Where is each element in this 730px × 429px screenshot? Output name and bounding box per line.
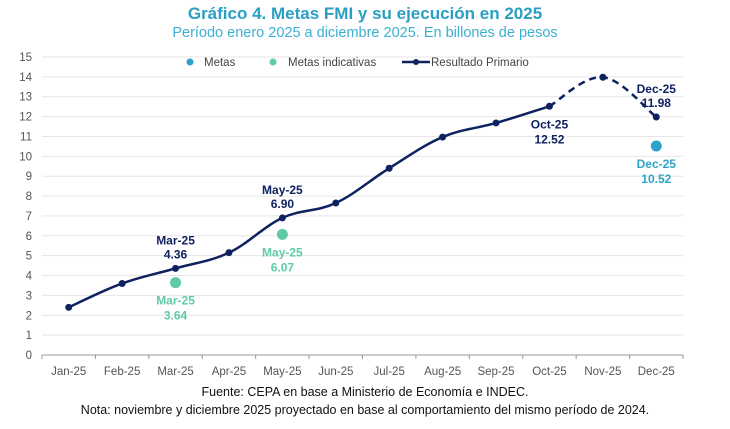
y-tick-label: 7 [26,211,32,223]
metas-indicativas-point [276,228,288,240]
resultado-primario-point [278,214,286,222]
y-tick-label: 12 [19,112,32,124]
chart-subtitle: Período enero 2025 a diciembre 2025. En … [172,25,558,41]
data-label-value: 6.90 [271,197,295,211]
y-tick-label: 14 [19,72,32,84]
data-label-month: Dec-25 [637,157,677,171]
y-tick-label: 10 [19,151,32,163]
legend-metas-indicativas-marker [269,58,277,66]
resultado-primario-point [545,102,553,110]
metas-point [650,140,662,152]
resultado-primario-point [652,113,660,121]
source-note: Fuente: CEPA en base a Ministerio de Eco… [201,385,529,399]
resultado-primario-point [118,279,126,287]
y-tick-label: 5 [26,251,32,263]
x-tick-label: May-25 [263,366,301,378]
x-tick-label: Sep-25 [477,366,514,378]
y-tick-label: 2 [26,310,32,322]
legend-resultado-primario-marker [413,59,419,65]
data-label-month: Mar-25 [156,294,195,308]
x-tick-label: Aug-25 [424,366,461,378]
data-label-value: 4.36 [164,247,188,261]
y-tick-label: 9 [26,171,32,183]
y-tick-label: 15 [19,52,32,64]
resultado-primario-point [385,164,393,172]
data-label-value: 10.52 [641,172,671,186]
metas-indicativas-point [170,277,182,289]
data-label-value: 12.52 [534,132,564,146]
x-tick-label: Feb-25 [104,366,140,378]
y-tick-label: 13 [19,92,32,104]
chart-title: Gráfico 4. Metas FMI y su ejecución en 2… [187,4,543,23]
x-tick-label: Mar-25 [157,366,193,378]
resultado-primario-line [68,105,550,309]
data-label-value: 11.98 [642,96,672,110]
data-label-value: 3.64 [164,309,188,323]
data-label-month: May-25 [262,183,303,197]
legend-resultado-primario-label: Resultado Primario [431,57,529,69]
legend-metas-marker [186,58,194,66]
y-tick-label: 1 [26,330,32,342]
footnote: Nota: noviembre y diciembre 2025 proyect… [80,403,650,417]
y-tick-label: 3 [26,290,32,302]
y-tick-label: 0 [26,350,32,362]
data-label-value: 6.07 [271,260,295,274]
x-tick-label: Nov-25 [584,366,621,378]
x-tick-label: Jul-25 [374,366,405,378]
resultado-primario-point [332,199,340,207]
y-tick-label: 8 [26,191,32,203]
resultado-primario-point [439,133,447,141]
resultado-primario-point [492,119,500,127]
data-label-month: Oct-25 [531,117,569,131]
x-tick-label: Jan-25 [51,366,86,378]
y-tick-label: 6 [26,231,32,243]
resultado-primario-point [599,73,607,81]
data-label-month: May-25 [262,245,303,259]
data-label-month: Mar-25 [156,233,195,247]
legend-metas-label: Metas [204,57,236,69]
data-label-month: Dec-25 [637,82,677,96]
x-tick-label: Apr-25 [212,366,247,378]
resultado-primario-point [172,264,180,272]
resultado-primario-point [65,303,73,311]
resultado-primario-point [225,249,233,257]
y-tick-label: 11 [20,131,32,143]
x-tick-label: Dec-25 [638,366,675,378]
x-tick-label: Jun-25 [318,366,353,378]
legend-metas-indicativas-label: Metas indicativas [288,57,376,69]
x-tick-label: Oct-25 [532,366,567,378]
y-tick-label: 4 [26,271,33,283]
